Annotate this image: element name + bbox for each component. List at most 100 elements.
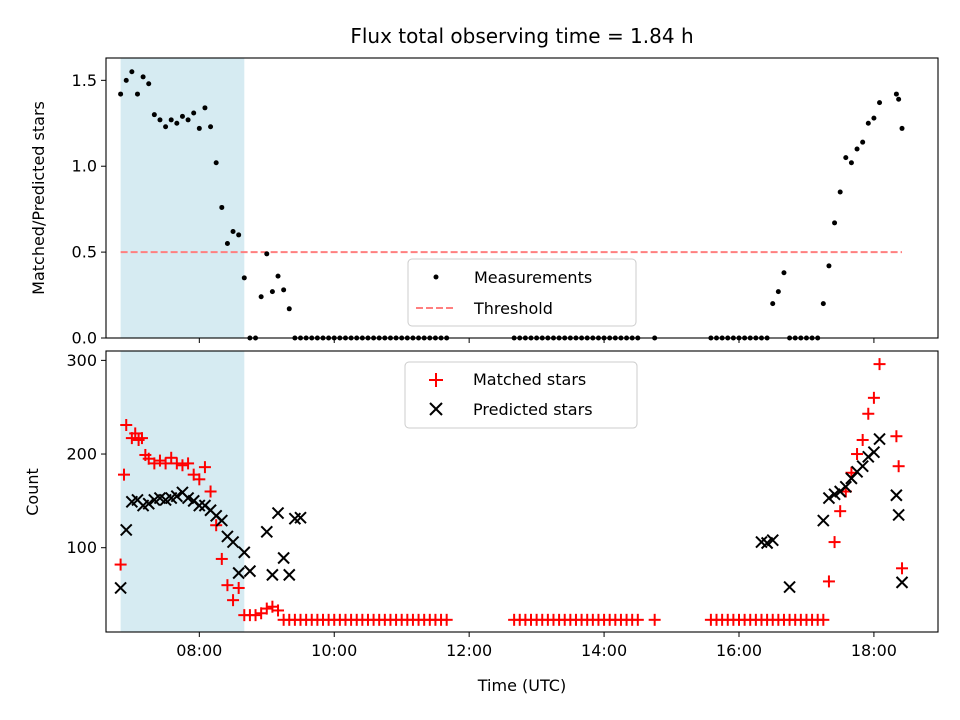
legend-threshold-label: Threshold: [473, 299, 553, 318]
predicted-stars-point: [114, 581, 127, 595]
matched-stars-point: [817, 613, 830, 626]
measurement-point: [865, 120, 871, 126]
predicted-stars-point: [243, 564, 257, 578]
measurement-point: [843, 155, 849, 161]
predicted-stars-point: [271, 506, 285, 520]
predicted-stars-point: [170, 489, 184, 503]
top-axes-frame: [105, 57, 939, 339]
predicted-stars-point: [120, 523, 133, 537]
matched-stars-point: [198, 461, 211, 474]
matched-stars-point: [631, 613, 644, 626]
measurement-point: [196, 125, 202, 131]
matched-stars-point: [822, 575, 835, 588]
bottom-axes-frame: [105, 350, 939, 633]
measurement-point: [877, 100, 883, 106]
measurement-point: [118, 91, 124, 97]
legend-matched-marker: [429, 373, 443, 387]
x-tick-label: 18:00: [851, 641, 897, 660]
top-panel: 0.0 0.5 1.0 1.5 Matched/Predicted stars Mea…: [29, 57, 939, 348]
predicted-stars-point: [892, 508, 905, 522]
matched-stars-point: [182, 457, 195, 470]
matched-stars-point: [260, 602, 273, 615]
matched-stars-point: [892, 460, 905, 473]
predicted-stars-point: [294, 511, 307, 524]
matched-stars-point: [204, 485, 217, 498]
legend-measurements-label: Measurements: [474, 268, 592, 287]
legend-predicted-label: Predicted stars: [473, 400, 593, 419]
measurement-point: [264, 251, 270, 257]
matched-stars-point: [120, 418, 133, 431]
measurement-point: [848, 160, 854, 166]
top-y-axis-label: Matched/Predicted stars: [29, 101, 48, 295]
measurement-point: [241, 275, 247, 281]
measurement-point: [140, 74, 146, 80]
measurement-point: [775, 289, 781, 295]
matched-stars-point: [129, 427, 142, 440]
matched-stars-point: [165, 451, 178, 464]
predicted-stars-point: [817, 514, 830, 527]
x-tick-label: 08:00: [176, 641, 222, 660]
measurement-point: [893, 91, 899, 97]
bottom-legend: Matched stars Predicted stars: [404, 361, 638, 429]
measurement-point: [832, 220, 838, 226]
predicted-stars-point: [238, 546, 251, 559]
legend-matched-label: Matched stars: [473, 370, 586, 389]
measurement-point: [151, 112, 157, 118]
predicted-stars-point: [260, 525, 273, 538]
bottom-y-tick-label: 300: [66, 351, 97, 370]
measurement-point: [185, 117, 191, 123]
predicted-stars-point: [277, 551, 290, 565]
predicted-stars-point: [226, 535, 240, 549]
x-tick-label: 14:00: [581, 641, 627, 660]
measurement-point: [820, 301, 826, 307]
predicted-stars-point: [856, 460, 869, 473]
matched-stars-point: [117, 468, 130, 481]
matched-stars-point: [867, 391, 880, 404]
bottom-x-ticks: 08:00 10:00 12:00 14:00 16:00 18:00: [176, 632, 897, 660]
measurement-point: [286, 306, 292, 312]
measurement-point: [157, 117, 163, 123]
bottom-y-axis-label: Count: [23, 468, 42, 516]
measurement-point: [899, 125, 905, 131]
matched-stars-point: [890, 430, 903, 443]
legend-predicted-marker: [429, 402, 443, 416]
predicted-stars-point: [766, 533, 779, 547]
measurement-point: [770, 301, 776, 307]
chart-title: Flux total observing time = 1.84 h: [350, 24, 693, 48]
matched-stars-point: [856, 433, 869, 446]
top-y-tick-label: 0.0: [72, 329, 97, 348]
matched-stars-point: [215, 552, 228, 565]
x-axis-label: Time (UTC): [477, 676, 566, 695]
measurement-point: [269, 289, 275, 295]
predicted-stars-point: [890, 489, 903, 502]
measurement-point: [208, 124, 214, 130]
matched-stars-point: [873, 358, 886, 371]
predicted-stars-point: [839, 480, 853, 494]
measurement-point: [163, 124, 169, 130]
measurement-point: [871, 115, 877, 121]
matched-stars-point: [193, 473, 206, 486]
matched-stars-point: [153, 454, 166, 467]
measurement-point: [213, 160, 219, 166]
matched-stars-point: [828, 536, 841, 549]
top-y-tick-label: 1.5: [72, 71, 97, 90]
measurement-point: [129, 69, 135, 75]
top-y-ticks: 0.0 0.5 1.0 1.5: [72, 71, 106, 348]
top-y-tick-label: 0.5: [72, 243, 97, 262]
matched-stars-point: [249, 609, 262, 622]
measurement-point: [258, 294, 264, 300]
measurement-point: [202, 105, 208, 111]
measurement-point: [860, 139, 866, 145]
x-tick-label: 10:00: [311, 641, 357, 660]
bottom-data-points: [114, 358, 909, 626]
measurement-point: [191, 110, 197, 116]
predicted-stars-point: [783, 580, 796, 594]
top-legend: Measurements Threshold: [407, 258, 637, 327]
measurement-point: [281, 287, 287, 293]
top-x-ticks: [198, 338, 875, 343]
measurement-point: [224, 241, 230, 247]
predicted-stars-point: [895, 576, 909, 589]
matched-stars-point: [232, 581, 245, 594]
matched-stars-point: [834, 505, 847, 518]
matched-stars-point: [851, 448, 864, 461]
